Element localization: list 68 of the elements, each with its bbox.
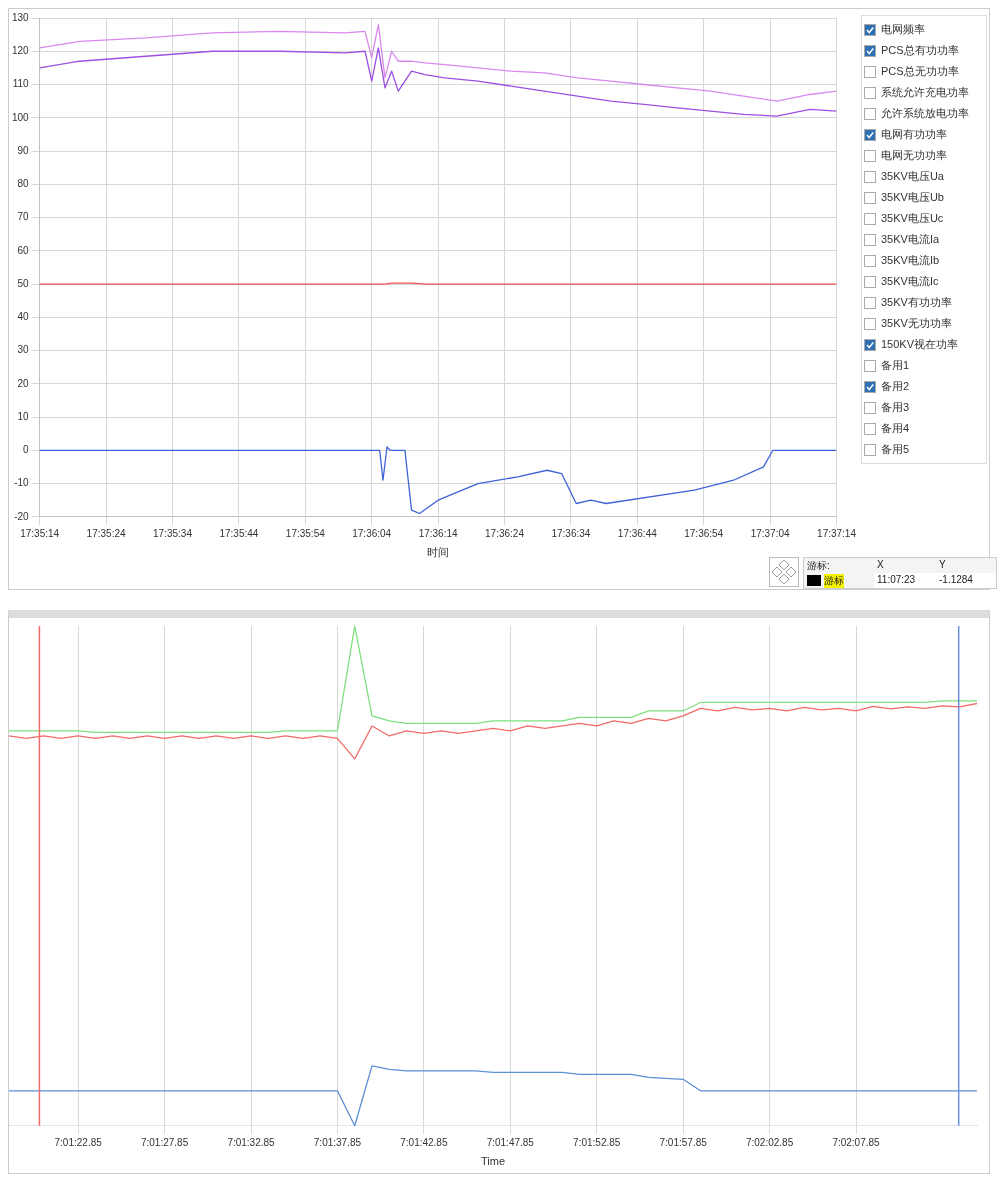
text: Y (938, 558, 947, 572)
x-tick-label: 7:01:57.85 (659, 1136, 708, 1148)
text: 35KV电流Ib (881, 253, 940, 268)
x-tick-label: 17:37:14 (817, 527, 857, 539)
x-tick-label: 17:36:14 (418, 527, 459, 539)
x-tick-label: 17:36:54 (684, 527, 724, 539)
text: 35KV有功功率 (881, 295, 952, 310)
text: 35KV电压Ua (881, 169, 944, 184)
x-tick-label: 17:35:34 (153, 527, 193, 539)
y-tick-label: -20 (14, 510, 30, 522)
x-tick-label: 7:01:47.85 (486, 1136, 535, 1148)
text: 备用1 (881, 358, 910, 373)
text: 电网频率 (881, 22, 925, 37)
x-tick-label: 7:01:32.85 (227, 1136, 276, 1148)
text: PCS总有功功率 (881, 43, 959, 58)
y-tick-label: 90 (17, 144, 30, 156)
x-tick-label: 7:02:07.85 (832, 1136, 881, 1148)
text: 11:07:23 (874, 573, 936, 588)
x-tick-label: 7:02:02.85 (745, 1136, 794, 1148)
y-tick-label: 50 (17, 277, 30, 289)
text: 备用2 (881, 379, 910, 394)
x-tick-label: 7:01:27.85 (140, 1136, 189, 1148)
text: 备用3 (881, 400, 910, 415)
x-tick-label: 17:35:14 (20, 527, 60, 539)
x-tick-label: 7:01:52.85 (573, 1136, 621, 1148)
y-tick-label: 20 (17, 377, 30, 389)
text: PCS总无功功率 (881, 64, 959, 79)
text: 电网无功功率 (881, 148, 947, 163)
text: 游标 (824, 573, 844, 588)
x-tick-label: 17:37:04 (750, 527, 791, 539)
x-tick-label: 17:35:24 (86, 527, 126, 539)
y-tick-label: 110 (12, 78, 30, 90)
text: 150KV视在功率 (881, 337, 959, 352)
text: 35KV无功功率 (881, 316, 952, 331)
x-tick-label: 17:36:34 (551, 527, 591, 539)
text: 35KV电流Ic (881, 274, 939, 289)
y-tick-label: 80 (17, 178, 30, 190)
y-tick-label: 60 (17, 244, 30, 256)
text: 35KV电流Ia (881, 232, 940, 247)
y-tick-label: 70 (17, 211, 30, 223)
y-tick-label: 120 (12, 45, 30, 56)
y-tick-label: -10 (14, 477, 30, 489)
text: 备用4 (881, 421, 910, 436)
y-tick-label: 30 (17, 344, 30, 356)
y-tick-label: 100 (12, 111, 30, 123)
x-tick-label: 17:36:24 (485, 527, 525, 539)
x-tick-label: 17:35:44 (219, 527, 259, 539)
x-tick-label: 17:35:54 (285, 527, 326, 539)
y-tick-label: 0 (23, 444, 30, 456)
x-axis-title: Time (480, 1155, 506, 1168)
x-tick-label: 7:01:42.85 (400, 1136, 448, 1148)
y-tick-label: 130 (12, 11, 30, 23)
x-tick-label: 7:01:22.85 (54, 1136, 103, 1148)
text: 系统允许充电功率 (881, 85, 969, 100)
y-tick-label: 40 (17, 311, 30, 323)
x-axis-title: 时间 (427, 546, 450, 559)
text: 游标: (806, 559, 831, 573)
text: 允许系统放电功率 (881, 106, 969, 121)
x-tick-label: 17:36:04 (352, 527, 392, 539)
text: 备用5 (881, 442, 910, 457)
text: 35KV电压Uc (881, 211, 944, 226)
x-tick-label: 17:36:44 (617, 527, 658, 539)
text: 电网有功功率 (881, 127, 947, 142)
y-tick-label: 10 (17, 410, 30, 422)
text: -1.1284 (936, 573, 996, 588)
text: X (876, 558, 885, 572)
text: 35KV电压Ub (881, 190, 944, 205)
x-tick-label: 7:01:37.85 (313, 1136, 362, 1148)
